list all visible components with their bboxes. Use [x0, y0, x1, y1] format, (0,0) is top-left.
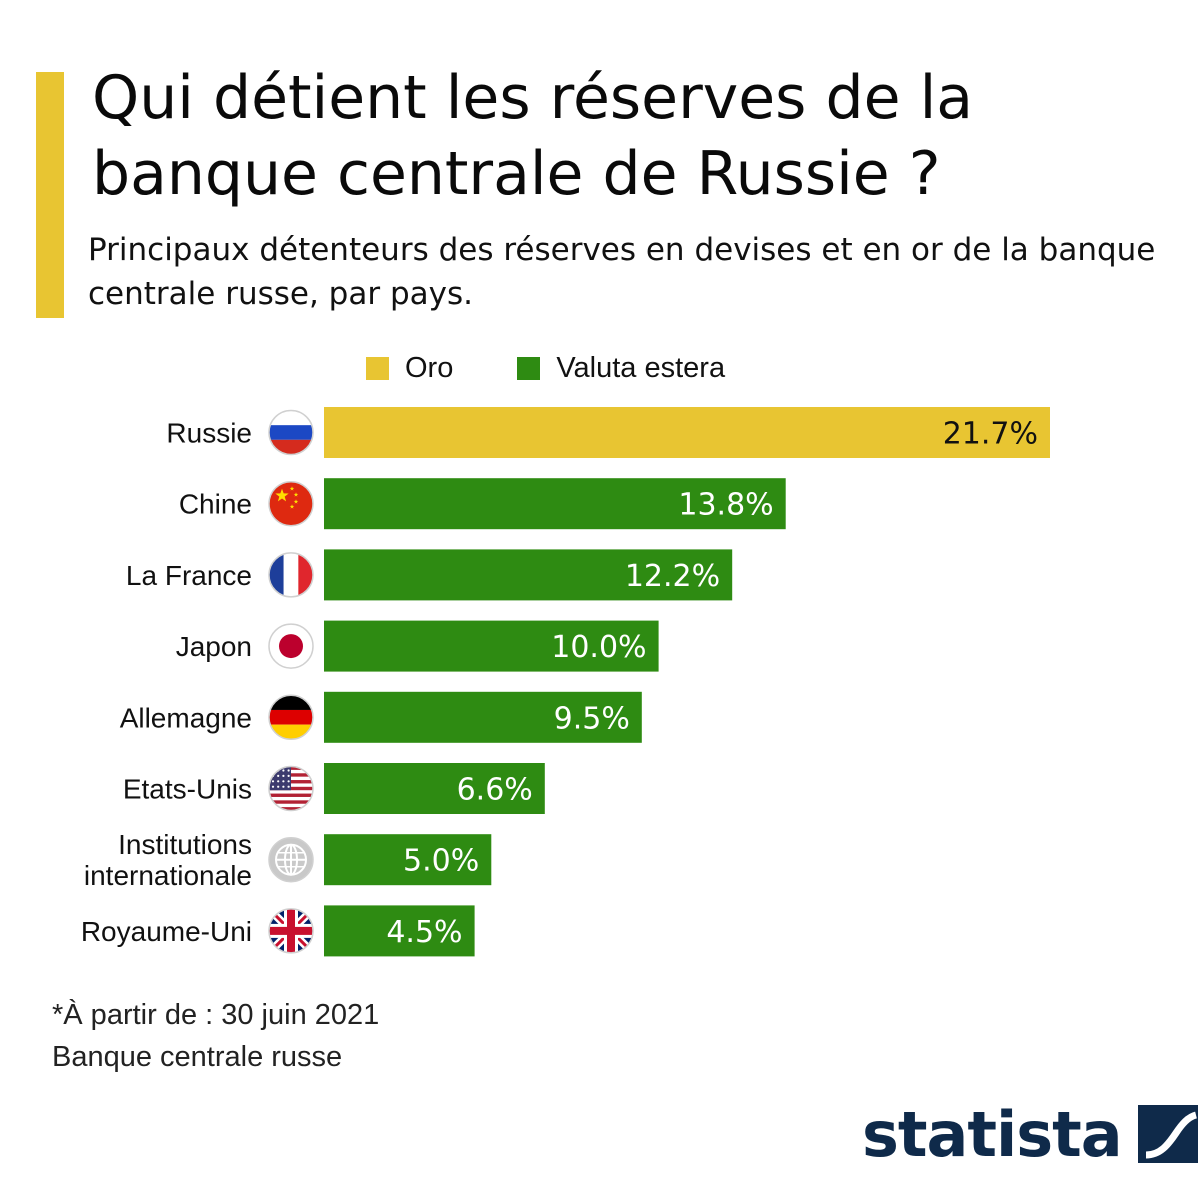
category-label-3: Japon	[176, 631, 252, 662]
value-label-3: 10.0%	[551, 630, 646, 665]
title-accent-bar	[36, 72, 64, 318]
value-label-5: 6.6%	[457, 773, 533, 808]
footnote: *À partir de : 30 juin 2021	[52, 999, 380, 1031]
bar-1	[324, 478, 786, 530]
value-label-2: 12.2%	[625, 559, 720, 594]
category-label-5: Etats-Unis	[123, 774, 252, 805]
legend-item-gold: Oro	[366, 352, 453, 385]
category-label-7: Royaume-Uni	[81, 916, 252, 947]
legend-label-gold: Oro	[405, 351, 454, 384]
bar-4	[324, 691, 642, 743]
value-label-1: 13.8%	[678, 488, 773, 523]
legend-item-foreign-currency: Valuta estera	[517, 352, 725, 385]
usa-flag-icon	[268, 765, 314, 812]
bar-chart: 21.7% Russie 13.8% Chine 12.2% La France 10.0%…	[81, 407, 1050, 957]
bar-7	[324, 905, 475, 957]
value-label-4: 9.5%	[554, 701, 630, 736]
bar-3	[324, 620, 659, 672]
legend-swatch-gold	[366, 356, 389, 380]
chart-subtitle: Principaux détenteurs des réserves en de…	[88, 232, 1156, 312]
france-flag-icon	[268, 552, 314, 598]
bar-2	[324, 549, 733, 601]
legend-swatch-foreign-currency	[517, 356, 541, 380]
value-label-7: 4.5%	[386, 915, 462, 950]
value-label-6: 5.0%	[403, 844, 479, 879]
statista-logo-icon	[1137, 1105, 1198, 1163]
uk-flag-icon	[268, 908, 314, 954]
category-label-1: Chine	[179, 489, 252, 520]
chart-legend: Oro Valuta estera	[366, 352, 789, 384]
bar-6	[324, 834, 492, 886]
category-label-0: Russie	[166, 418, 252, 449]
statista-logo-text: statista	[862, 1097, 1123, 1171]
statista-logo[interactable]: statista	[862, 1097, 1198, 1171]
category-label-6-line-1: internationale	[84, 860, 252, 891]
category-label-4: Allemagne	[120, 702, 252, 733]
bar-0	[324, 407, 1050, 458]
germany-flag-icon	[268, 694, 314, 741]
japan-flag-icon	[268, 623, 314, 669]
globe-icon	[268, 836, 314, 883]
russia-flag-icon	[268, 409, 314, 456]
china-flag-icon	[268, 480, 314, 527]
chart-title: Qui détient les réserves de la banque ce…	[92, 63, 974, 209]
bar-5	[324, 763, 545, 814]
legend-label-foreign-currency: Valuta estera	[556, 351, 726, 384]
value-label-0: 21.7%	[943, 417, 1038, 452]
source-text: Banque centrale russe	[52, 1041, 343, 1073]
category-label-6-line-0: Institutions	[118, 829, 252, 860]
category-label-2: La France	[126, 560, 252, 591]
